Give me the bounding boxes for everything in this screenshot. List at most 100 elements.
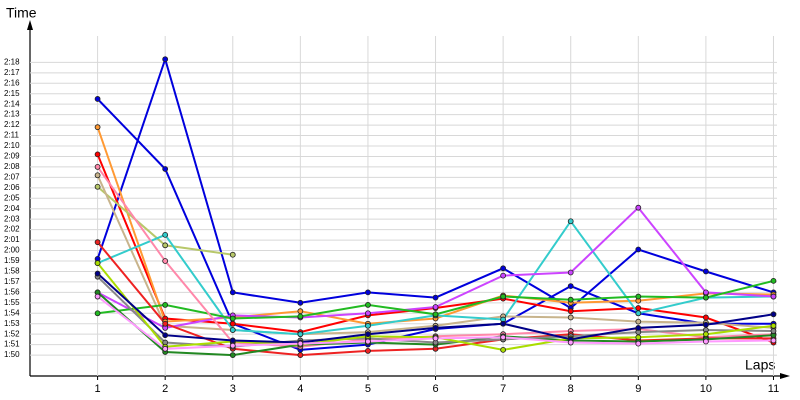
point	[229, 327, 236, 333]
point	[500, 265, 507, 272]
point	[297, 352, 304, 358]
point	[297, 308, 304, 315]
y-tick-label: 1:59	[4, 256, 20, 265]
point	[365, 289, 371, 296]
point	[432, 294, 439, 301]
point	[500, 272, 507, 279]
point	[297, 313, 304, 320]
point	[162, 332, 169, 339]
point	[432, 335, 439, 342]
point	[702, 294, 709, 301]
point	[702, 289, 709, 296]
point	[500, 346, 507, 353]
point	[94, 151, 101, 158]
point	[297, 299, 304, 306]
y-tick-label: 2:15	[4, 89, 20, 98]
y-tick-label: 2:18	[4, 57, 20, 66]
point	[770, 293, 777, 300]
point	[702, 331, 709, 338]
y-axis-arrow	[27, 20, 33, 30]
point	[162, 258, 169, 264]
point	[94, 164, 101, 170]
point	[297, 331, 304, 338]
point	[229, 352, 236, 358]
point	[162, 320, 169, 327]
point	[770, 337, 777, 344]
point	[229, 337, 236, 344]
point	[229, 315, 236, 322]
y-tick-label: 2:16	[4, 78, 20, 87]
y-tick-label: 2:12	[4, 120, 20, 129]
point	[94, 124, 101, 131]
y-tick-label: 2:14	[4, 99, 20, 108]
point	[702, 338, 709, 345]
point	[635, 204, 642, 211]
point	[770, 277, 777, 284]
point	[162, 302, 169, 308]
point	[94, 96, 101, 102]
y-tick-label: 1:52	[4, 329, 20, 338]
y-tick-label: 2:05	[4, 193, 20, 202]
point	[162, 242, 169, 249]
point	[770, 311, 777, 318]
x-tick-label: 11	[768, 383, 779, 395]
point	[635, 334, 642, 341]
y-tick-label: 2:01	[4, 235, 20, 244]
point	[94, 260, 101, 266]
point	[770, 328, 777, 334]
y-tick-label: 2:10	[4, 141, 20, 150]
x-tick-label: 6	[432, 383, 438, 395]
point	[94, 172, 101, 179]
y-tick-label: 2:09	[4, 152, 20, 161]
point	[365, 331, 371, 338]
point	[635, 305, 642, 311]
point	[365, 338, 371, 345]
point	[432, 325, 439, 331]
point	[365, 322, 371, 329]
y-tick-label: 1:57	[4, 277, 20, 286]
point	[500, 293, 507, 300]
point	[635, 340, 642, 347]
y-axis-title: Time	[6, 5, 37, 21]
point	[229, 289, 236, 296]
x-tick-label: 2	[162, 383, 168, 395]
point	[567, 283, 574, 289]
x-tick-label: 3	[230, 383, 236, 395]
y-tick-label: 2:02	[4, 225, 20, 234]
point	[162, 56, 169, 63]
y-tick-label: 1:53	[4, 319, 20, 328]
x-tick-label: 9	[635, 383, 641, 395]
point	[229, 251, 236, 258]
x-tick-label: 8	[568, 383, 574, 395]
point	[94, 183, 101, 190]
point	[229, 342, 236, 349]
point	[500, 320, 507, 327]
point	[635, 246, 642, 253]
point	[432, 311, 439, 318]
point	[702, 314, 709, 321]
y-tick-label: 1:50	[4, 350, 20, 359]
point	[702, 321, 709, 328]
y-tick-label: 2:00	[4, 246, 20, 255]
point	[567, 314, 574, 321]
x-tick-label: 1	[95, 383, 101, 395]
y-tick-label: 2:13	[4, 110, 20, 119]
point	[770, 322, 777, 329]
x-axis-arrow	[780, 373, 790, 379]
y-tick-label: 1:55	[4, 298, 20, 307]
y-tick-label: 1:51	[4, 340, 20, 349]
point	[365, 348, 371, 354]
point	[567, 308, 574, 315]
point	[94, 239, 101, 246]
y-tick-label: 2:06	[4, 183, 20, 192]
y-tick-label: 2:08	[4, 162, 20, 171]
point	[635, 293, 642, 300]
point	[702, 268, 709, 275]
point	[297, 340, 304, 347]
x-tick-label: 7	[500, 383, 506, 395]
point	[162, 345, 169, 352]
x-tick-label: 4	[297, 383, 303, 395]
x-tick-label: 5	[365, 383, 371, 395]
point	[162, 231, 169, 238]
